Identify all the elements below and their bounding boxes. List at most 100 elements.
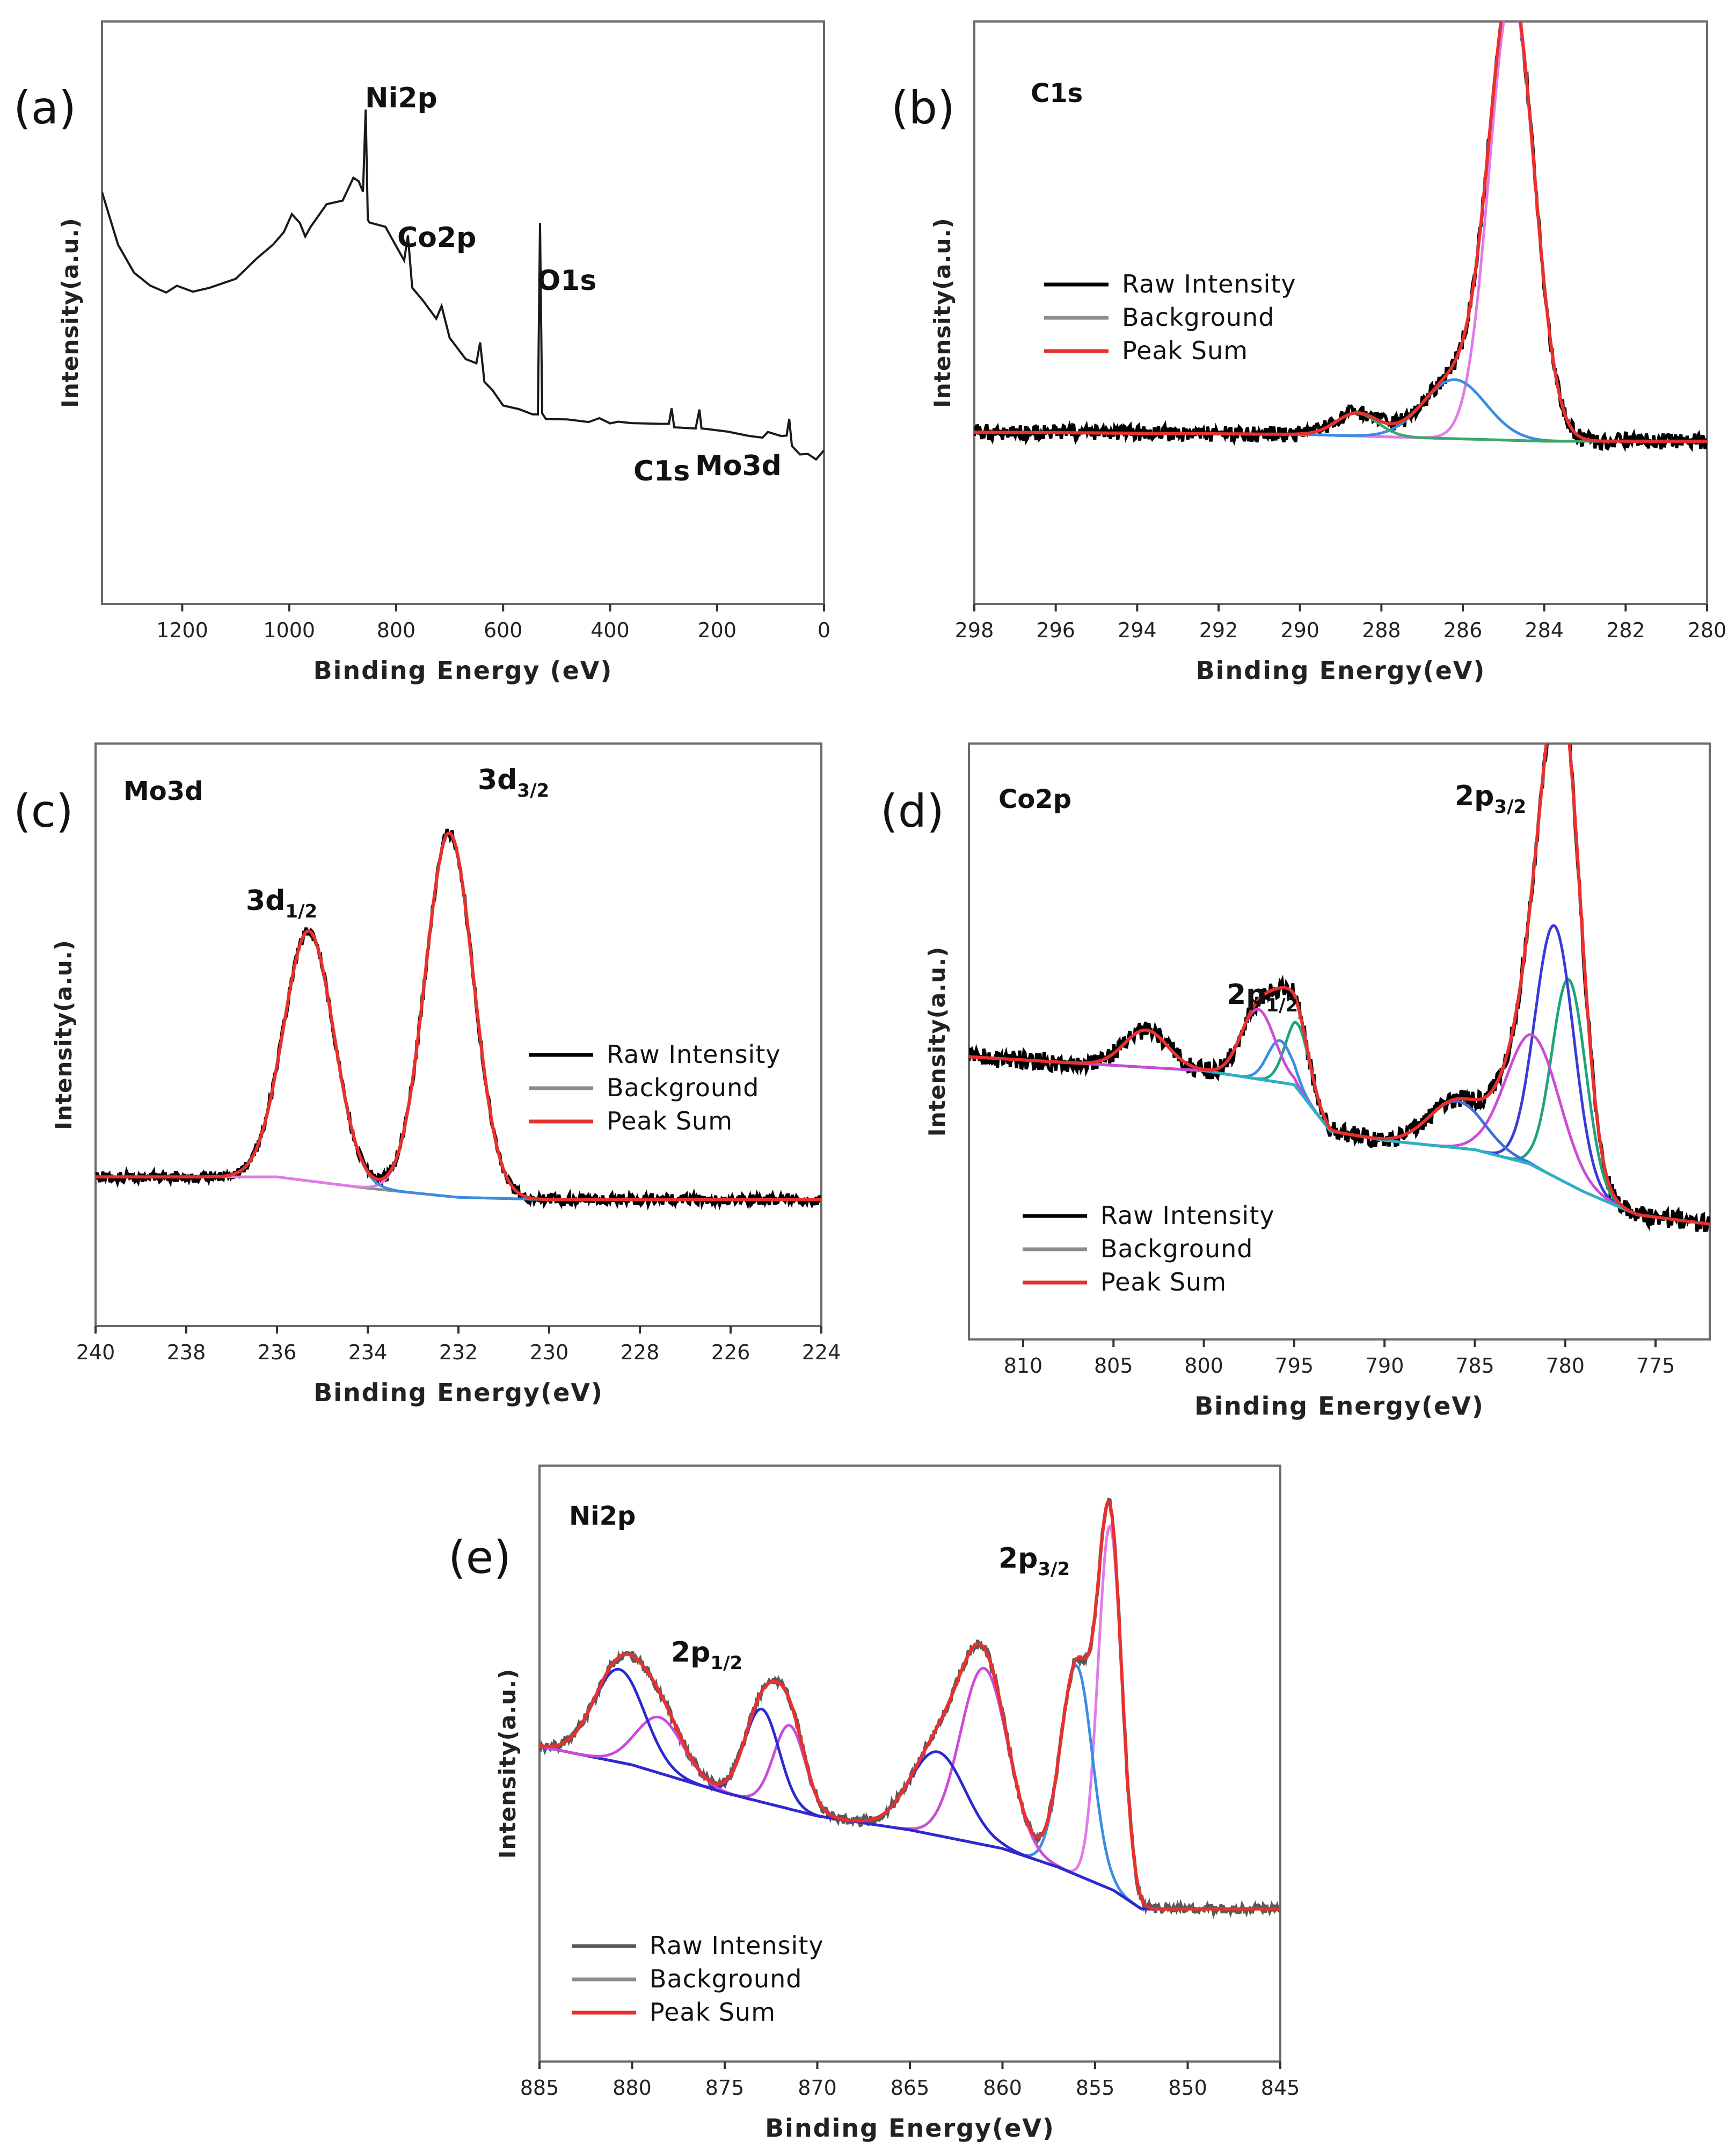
x-tick-label: 880 bbox=[613, 2076, 652, 2100]
x-tick-label: 600 bbox=[484, 618, 523, 642]
x-tick-label: 800 bbox=[377, 618, 416, 642]
x-tick-label: 865 bbox=[891, 2076, 930, 2100]
plot-frame bbox=[101, 20, 825, 605]
plot-area bbox=[539, 1497, 1280, 1920]
x-tick-label: 288 bbox=[1362, 618, 1401, 642]
x-tick-label: 850 bbox=[1168, 2076, 1207, 2100]
x-tick-label: 292 bbox=[1199, 618, 1238, 642]
component-peak bbox=[539, 1664, 1280, 1911]
legend-label: Peak Sum bbox=[650, 1998, 776, 2027]
panel-d: 810 805 800 795 790 785 780 775 Binding Energy(e… bbox=[880, 742, 1711, 1421]
raw-intensity-line bbox=[974, 21, 1707, 453]
x-tick-label: 224 bbox=[802, 1341, 841, 1364]
component-peak bbox=[539, 1666, 1280, 1911]
component-peak bbox=[969, 924, 1710, 1226]
component-peak bbox=[539, 1724, 1280, 1911]
plot-area bbox=[969, 744, 1710, 1233]
x-tick-label: 236 bbox=[258, 1341, 297, 1364]
x-tick-label: 230 bbox=[530, 1341, 569, 1364]
peak-annotation: 2p1/2 bbox=[1227, 979, 1298, 1016]
x-tick-label: 296 bbox=[1036, 618, 1075, 642]
y-axis-label: Intensity(a.u.) bbox=[494, 1669, 521, 1859]
plot-area bbox=[974, 21, 1707, 453]
x-axis-label: Binding Energy(eV) bbox=[765, 2114, 1055, 2143]
peak-annotation: 3d1/2 bbox=[246, 885, 317, 922]
legend-label: Background bbox=[650, 1964, 802, 1993]
x-tick-label: 0 bbox=[818, 618, 830, 642]
legend-label: Raw Intensity bbox=[607, 1040, 781, 1069]
x-tick-label: 234 bbox=[348, 1341, 388, 1364]
panel-title: Co2p bbox=[998, 784, 1071, 814]
peak-annotation: O1s bbox=[537, 265, 596, 297]
x-tick-label: 780 bbox=[1545, 1354, 1585, 1378]
component-peak bbox=[539, 1707, 1280, 1911]
x-tick-label: 290 bbox=[1280, 618, 1319, 642]
x-tick-label: 885 bbox=[520, 2076, 559, 2100]
peak-sum-line bbox=[539, 1499, 1280, 1911]
peak-annotation: 2p3/2 bbox=[998, 1542, 1070, 1580]
x-tick-label: 845 bbox=[1261, 2076, 1300, 2100]
legend-label: Raw Intensity bbox=[650, 1931, 824, 1960]
panel-label: (e) bbox=[448, 1531, 511, 1584]
legend-label: Background bbox=[1122, 303, 1274, 332]
legend-label: Peak Sum bbox=[607, 1106, 733, 1135]
peak-sum-line bbox=[969, 744, 1710, 1226]
x-tick-label: 870 bbox=[798, 2076, 837, 2100]
y-axis-label: Intensity(a.u.) bbox=[924, 946, 950, 1137]
peak-annotation: C1s bbox=[633, 455, 690, 487]
legend-label: Background bbox=[607, 1073, 759, 1102]
x-tick-label: 790 bbox=[1365, 1354, 1404, 1378]
plot-area bbox=[96, 828, 821, 1211]
component-peak bbox=[974, 21, 1707, 443]
series-line bbox=[102, 110, 824, 461]
x-tick-label: 280 bbox=[1688, 618, 1727, 642]
x-tick-label: 775 bbox=[1636, 1354, 1675, 1378]
plot-frame bbox=[968, 742, 1711, 1341]
x-tick-label: 400 bbox=[590, 618, 630, 642]
component-peak bbox=[539, 1667, 1280, 1911]
raw-intensity-line bbox=[539, 1497, 1280, 1920]
x-tick-label: 238 bbox=[167, 1341, 206, 1364]
x-tick-label: 286 bbox=[1443, 618, 1483, 642]
x-tick-label: 800 bbox=[1184, 1354, 1223, 1378]
component-peak bbox=[96, 831, 821, 1201]
plot-frame bbox=[973, 20, 1708, 605]
legend-label: Peak Sum bbox=[1122, 336, 1248, 365]
panel-title: C1s bbox=[1031, 78, 1083, 108]
x-tick-label: 284 bbox=[1525, 618, 1564, 642]
legend-label: Background bbox=[1100, 1234, 1253, 1263]
plot-frame bbox=[94, 742, 822, 1327]
component-peak bbox=[969, 978, 1710, 1226]
x-axis-label: Binding Energy(eV) bbox=[1196, 656, 1486, 685]
y-axis-label: Intensity(a.u.) bbox=[57, 217, 83, 407]
y-axis-label: Intensity(a.u.) bbox=[50, 939, 77, 1130]
x-axis-label: Binding Energy (eV) bbox=[313, 656, 613, 685]
panel-label: (b) bbox=[891, 82, 955, 134]
x-tick-label: 294 bbox=[1118, 618, 1157, 642]
x-tick-label: 240 bbox=[76, 1341, 115, 1364]
legend-label: Peak Sum bbox=[1100, 1268, 1227, 1296]
x-tick-label: 805 bbox=[1094, 1354, 1133, 1378]
legend-label: Raw Intensity bbox=[1100, 1201, 1275, 1230]
x-tick-label: 855 bbox=[1076, 2076, 1115, 2100]
y-axis-label: Intensity(a.u.) bbox=[929, 217, 956, 407]
panel-label: (d) bbox=[880, 785, 944, 837]
x-tick-label: 795 bbox=[1275, 1354, 1314, 1378]
x-tick-label: 875 bbox=[705, 2076, 745, 2100]
x-tick-label: 200 bbox=[697, 618, 737, 642]
plot-area bbox=[102, 110, 824, 461]
x-tick-label: 810 bbox=[1004, 1354, 1043, 1378]
x-tick-label: 226 bbox=[711, 1341, 750, 1364]
x-axis-label: Binding Energy(eV) bbox=[1194, 1392, 1484, 1421]
panel-label: (c) bbox=[13, 785, 74, 837]
panel-e: 885 880 875 870 865 860 855 850 845 Binding Energ… bbox=[448, 1465, 1300, 2143]
x-tick-label: 1200 bbox=[156, 618, 208, 642]
x-tick-label: 298 bbox=[955, 618, 994, 642]
peak-sum-line bbox=[974, 21, 1707, 443]
x-tick-label: 232 bbox=[439, 1341, 478, 1364]
x-tick-label: 1000 bbox=[263, 618, 315, 642]
x-tick-label: 228 bbox=[621, 1341, 660, 1364]
peak-annotation: 2p3/2 bbox=[1455, 780, 1526, 818]
panel-title: Mo3d bbox=[123, 776, 203, 806]
